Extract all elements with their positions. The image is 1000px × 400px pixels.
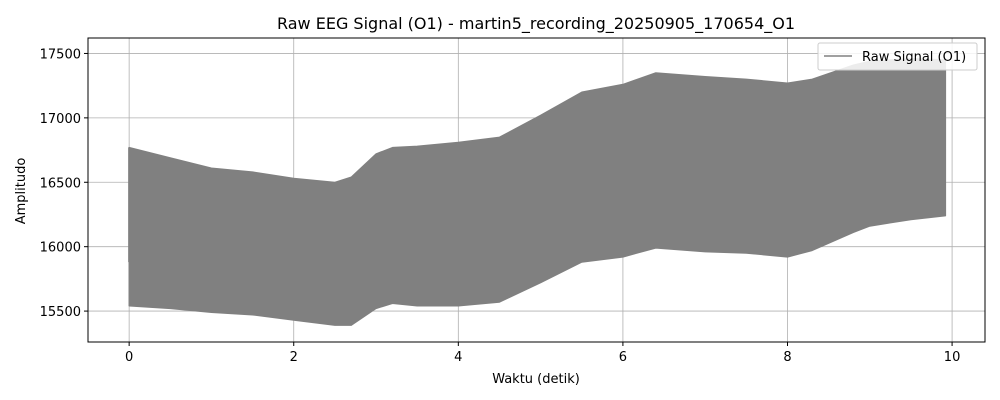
legend-box — [817, 42, 978, 71]
x-tick-label: 2 — [290, 350, 298, 365]
y-axis-ticks: 15500 16000 16500 17000 17500 — [40, 47, 88, 320]
x-tick-label: 0 — [125, 350, 133, 365]
x-tick-label: 10 — [944, 350, 961, 365]
x-axis-label: Waktu (detik) — [492, 372, 580, 387]
plot-frame — [87, 37, 986, 343]
signal-envelope — [128, 58, 947, 326]
chart-title: Raw EEG Signal (O1) - martin5_recording_… — [277, 14, 795, 34]
signal-series — [128, 58, 947, 326]
y-tick-label: 17000 — [40, 112, 81, 127]
y-axis-label: Amplitudo — [14, 158, 29, 225]
y-tick-label: 16000 — [40, 241, 81, 256]
y-tick-label: 17500 — [40, 47, 81, 62]
legend-label: Raw Signal (O1) — [862, 50, 966, 65]
x-tick-label: 8 — [783, 350, 791, 365]
x-axis-ticks: 0 2 4 6 8 10 — [125, 342, 960, 365]
y-tick-label: 15500 — [40, 305, 81, 320]
x-tick-label: 6 — [619, 350, 627, 365]
legend: Raw Signal (O1) — [817, 42, 978, 71]
x-tick-label: 4 — [454, 350, 462, 365]
y-tick-label: 16500 — [40, 176, 81, 191]
